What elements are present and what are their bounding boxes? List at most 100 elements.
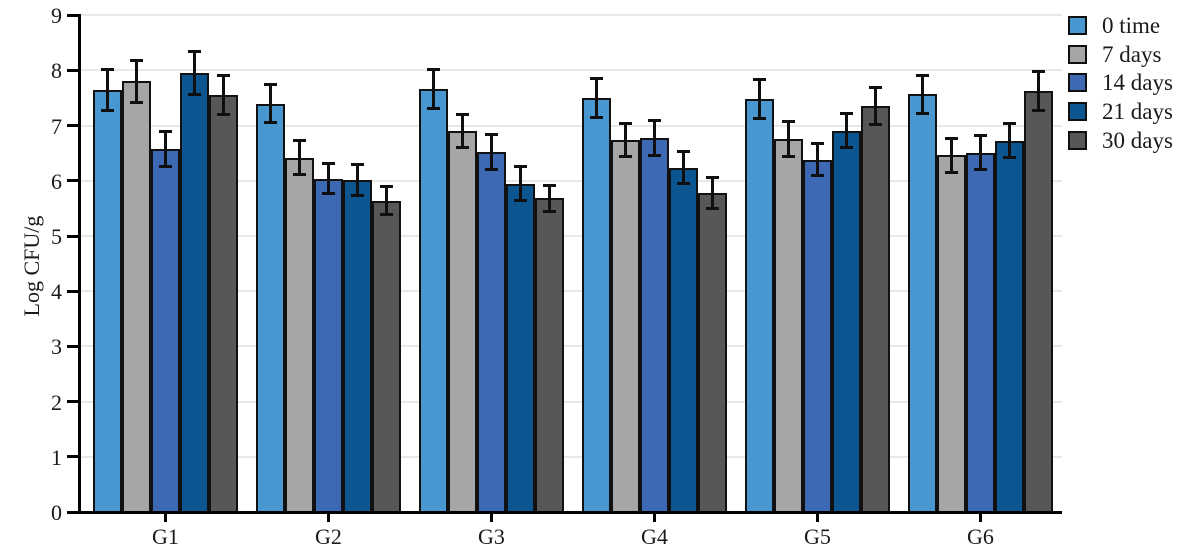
bar-G4-14-days [640, 137, 669, 513]
y-tick-label: 1 [51, 444, 62, 470]
error-bar-cap-top [217, 74, 230, 78]
error-bar-stem [874, 86, 877, 127]
gridline [80, 235, 1062, 237]
bar-G4-30-days [698, 192, 727, 513]
error-bar-cap-bottom [590, 115, 603, 119]
y-tick-label: 7 [51, 113, 62, 139]
bar-G2-7-days [285, 157, 314, 513]
error-bar-stem [845, 111, 848, 150]
bar-G3-21-days [506, 183, 535, 513]
error-bar-cap-top [753, 77, 766, 81]
legend-item: 30 days [1068, 126, 1173, 155]
error-bar-cap-bottom [619, 155, 632, 159]
error-bar-stem [595, 77, 598, 119]
x-axis-tick [979, 513, 982, 522]
bar-G6-7-days [937, 155, 966, 513]
error-bar-cap-bottom [101, 108, 114, 112]
y-tick-label: 6 [51, 168, 62, 194]
error-bar-cap-top [380, 185, 393, 189]
y-axis-tick [67, 13, 79, 17]
error-bar-stem [327, 162, 330, 196]
y-tick-label: 5 [51, 224, 62, 249]
legend-label: 14 days [1102, 70, 1173, 96]
error-bar-cap-bottom [217, 113, 230, 117]
bar-G4-7-days [611, 139, 640, 513]
error-bar-cap-bottom [130, 100, 143, 104]
bar-G5-0-time [745, 98, 774, 513]
error-bar-cap-top [264, 83, 277, 87]
error-bar-cap-top [188, 49, 201, 53]
error-bar-cap-bottom [293, 172, 306, 176]
gridline [80, 400, 1062, 403]
gridline [80, 69, 1062, 72]
y-axis-tick [67, 400, 79, 404]
error-bar-stem [269, 83, 272, 124]
error-bar-cap-top [351, 163, 364, 167]
error-bar-stem [385, 185, 388, 217]
gridline [80, 455, 1062, 458]
error-bar-stem [222, 74, 225, 117]
error-bar-stem [106, 67, 109, 112]
error-bar-stem [653, 118, 656, 157]
gridline [80, 179, 1062, 182]
bar-G1-0-time [93, 89, 122, 513]
error-bar-stem [979, 134, 982, 171]
error-bar-cap-bottom [188, 93, 201, 97]
x-category-label: G5 [804, 524, 831, 549]
error-bar-cap-bottom [916, 111, 929, 115]
error-bar-cap-top [869, 86, 882, 90]
error-bar-stem [432, 67, 435, 110]
y-tick-label: 4 [51, 279, 62, 305]
x-axis-tick [164, 513, 167, 522]
legend-swatch-icon [1068, 44, 1087, 64]
error-bar-stem [950, 137, 953, 174]
bar-G6-14-days [966, 152, 995, 513]
error-bar-cap-bottom [427, 106, 440, 110]
bar-G5-14-days [803, 159, 832, 513]
y-axis-tick [67, 289, 79, 293]
y-tick-label: 9 [51, 3, 62, 29]
error-bar-stem [1037, 70, 1040, 113]
y-axis-line [77, 13, 81, 514]
error-bar-cap-bottom [1003, 155, 1016, 159]
legend-item: 21 days [1068, 97, 1173, 126]
error-bar-cap-bottom [840, 146, 853, 150]
error-bar-cap-bottom [753, 116, 766, 120]
legend-label: 7 days [1102, 41, 1162, 67]
gridline [80, 14, 1062, 17]
error-bar-cap-top [811, 142, 824, 146]
error-bar-cap-top [485, 133, 498, 137]
legend-swatch-icon [1068, 102, 1087, 122]
error-bar-cap-top [322, 162, 335, 166]
error-bar-cap-bottom [1032, 109, 1045, 113]
error-bar-cap-bottom [264, 120, 277, 124]
y-axis-tick [67, 510, 79, 514]
legend-item: 14 days [1068, 69, 1173, 98]
y-axis-tick [67, 344, 79, 348]
error-bar-stem [682, 150, 685, 185]
bar-G3-0-time [419, 88, 448, 513]
error-bar-cap-top [427, 67, 440, 71]
error-bar-stem [164, 130, 167, 168]
y-axis-tick [67, 68, 79, 72]
y-tick-label: 3 [51, 334, 62, 360]
bar-G4-0-time [582, 98, 611, 513]
bar-G2-21-days [343, 180, 372, 513]
bar-G6-0-time [908, 94, 937, 513]
error-bar-cap-top [782, 120, 795, 124]
error-bar-cap-bottom [869, 123, 882, 127]
bar-G3-14-days [477, 152, 506, 513]
bar-G5-30-days [861, 106, 890, 513]
legend-swatch-icon [1068, 131, 1087, 151]
error-bar-stem [711, 176, 714, 210]
bar-G2-0-time [256, 103, 285, 513]
error-bar-cap-top [974, 134, 987, 138]
error-bar-cap-bottom [380, 213, 393, 217]
bar-G1-21-days [180, 73, 209, 513]
legend-item: 0 time [1068, 11, 1173, 40]
x-category-label: G2 [315, 524, 342, 549]
error-bar-cap-top [590, 77, 603, 81]
error-bar-cap-top [130, 59, 143, 63]
x-category-label: G1 [152, 524, 179, 549]
